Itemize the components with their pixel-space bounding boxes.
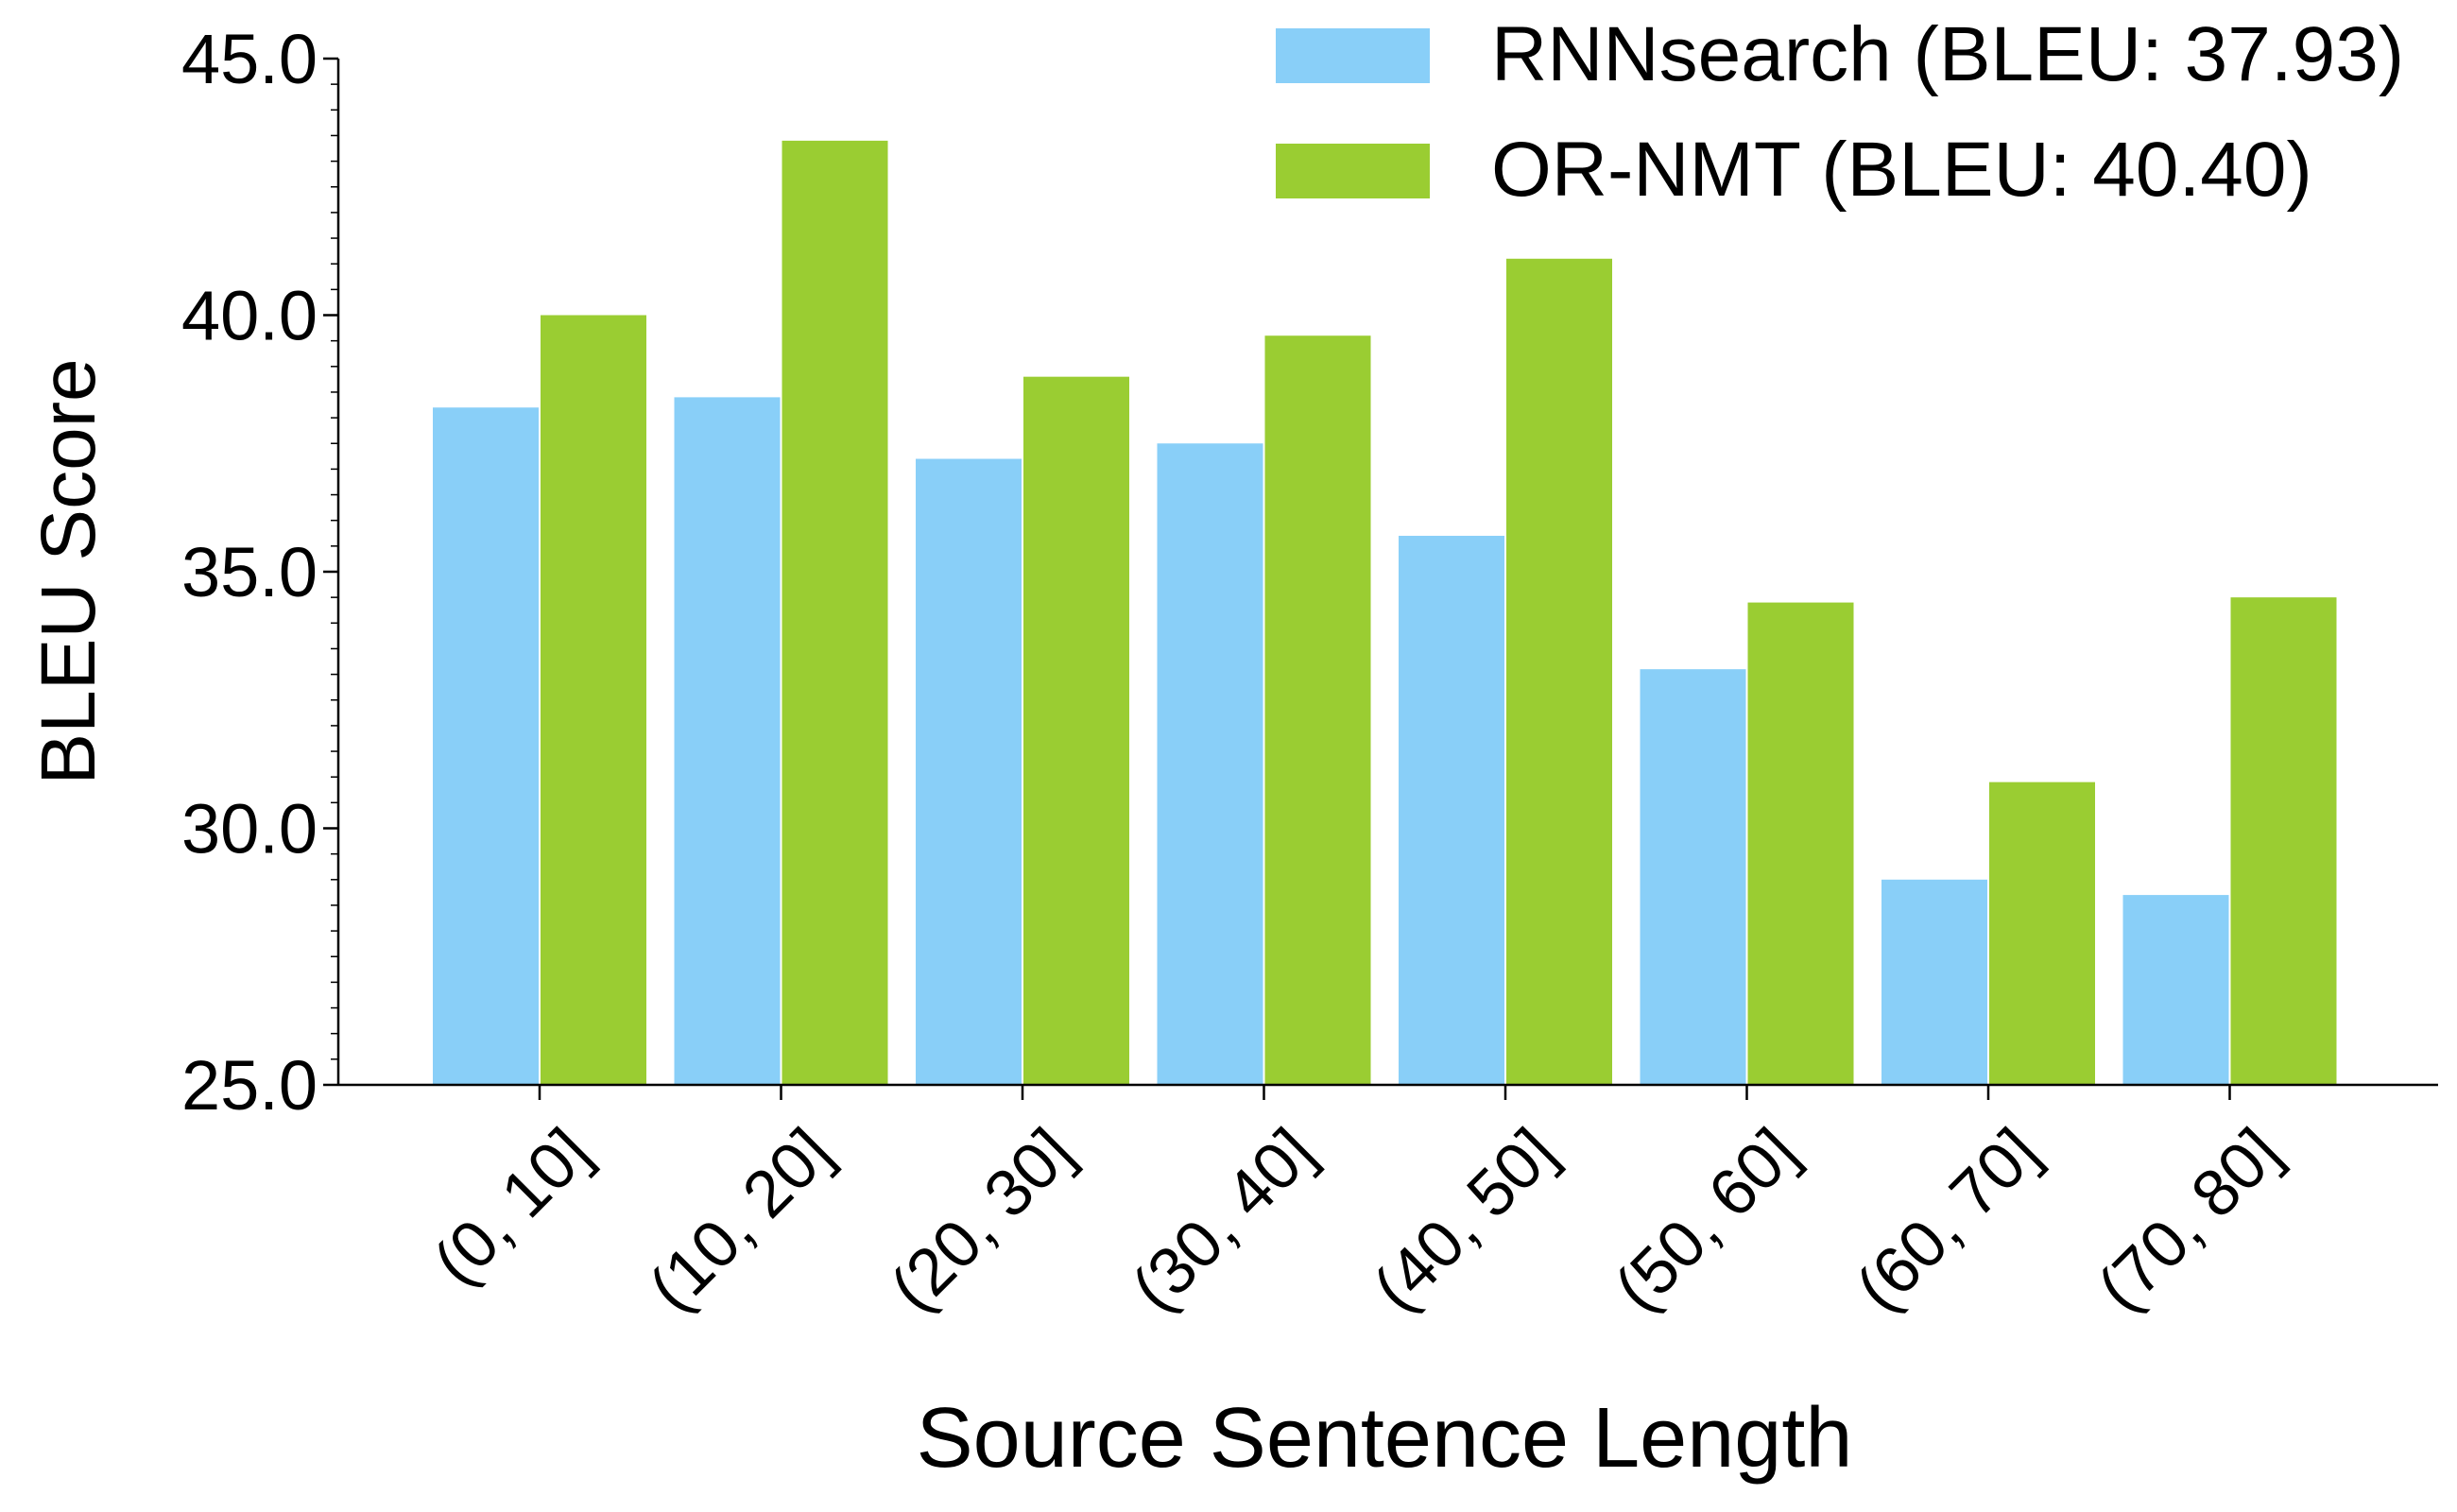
bar-rnnsearch-4 — [1399, 535, 1504, 1085]
legend-label-ornmt: OR-NMT (BLEU: 40.40) — [1491, 127, 2312, 213]
x-tick-label: (40, 50] — [1359, 1114, 1570, 1325]
bar-ornmt-2 — [1023, 376, 1129, 1085]
bar-ornmt-3 — [1264, 335, 1371, 1086]
bar-rnnsearch-2 — [916, 458, 1022, 1085]
x-ticks: (0, 10] (10, 20] (20, 30] (30, 40] (40, 50](… — [420, 1085, 2294, 1325]
x-tick-label: (70, 80] — [2084, 1114, 2294, 1325]
x-tick-label: (60, 70] — [1842, 1114, 2053, 1325]
bar-rnnsearch-6 — [1881, 879, 1987, 1085]
y-tick-label: 40.0 — [181, 277, 318, 355]
bar-ornmt-0 — [541, 315, 646, 1085]
x-tick-label: (0, 10] — [420, 1114, 604, 1298]
y-tick-label: 35.0 — [181, 533, 318, 611]
bar-ornmt-6 — [1989, 782, 2095, 1085]
legend-swatch-ornmt — [1276, 144, 1430, 198]
bar-rnnsearch-1 — [674, 397, 781, 1085]
x-tick-label: (10, 20] — [635, 1114, 846, 1325]
bar-rnnsearch-3 — [1157, 443, 1263, 1085]
y-ticks: 25.0 30.0 35.0 40.0 45.0 — [181, 20, 338, 1125]
x-tick-label: (30, 40] — [1118, 1114, 1329, 1325]
y-tick-label: 25.0 — [181, 1046, 318, 1125]
bar-rnnsearch-5 — [1640, 669, 1746, 1085]
bar-ornmt-5 — [1747, 602, 1854, 1085]
y-axis-label: BLEU Score — [26, 358, 112, 784]
bar-ornmt-7 — [2230, 597, 2337, 1085]
legend: RNNsearch (BLEU: 37.93) OR-NMT (BLEU: 40.… — [1276, 11, 2404, 213]
legend-label-rnnsearch: RNNsearch (BLEU: 37.93) — [1491, 11, 2404, 97]
y-tick-label: 30.0 — [181, 790, 318, 868]
x-tick-label: (50, 60] — [1601, 1114, 1812, 1325]
bar-ornmt-1 — [782, 140, 888, 1085]
bar-rnnsearch-0 — [433, 407, 539, 1085]
bar-ornmt-4 — [1506, 258, 1612, 1085]
bars-layer — [433, 140, 2337, 1086]
x-axis-label: Source Sentence Length — [917, 1391, 1853, 1486]
bar-rnnsearch-7 — [2122, 895, 2229, 1085]
legend-swatch-rnnsearch — [1276, 28, 1430, 83]
y-tick-label: 45.0 — [181, 20, 318, 98]
x-tick-label: (20, 30] — [876, 1114, 1087, 1325]
